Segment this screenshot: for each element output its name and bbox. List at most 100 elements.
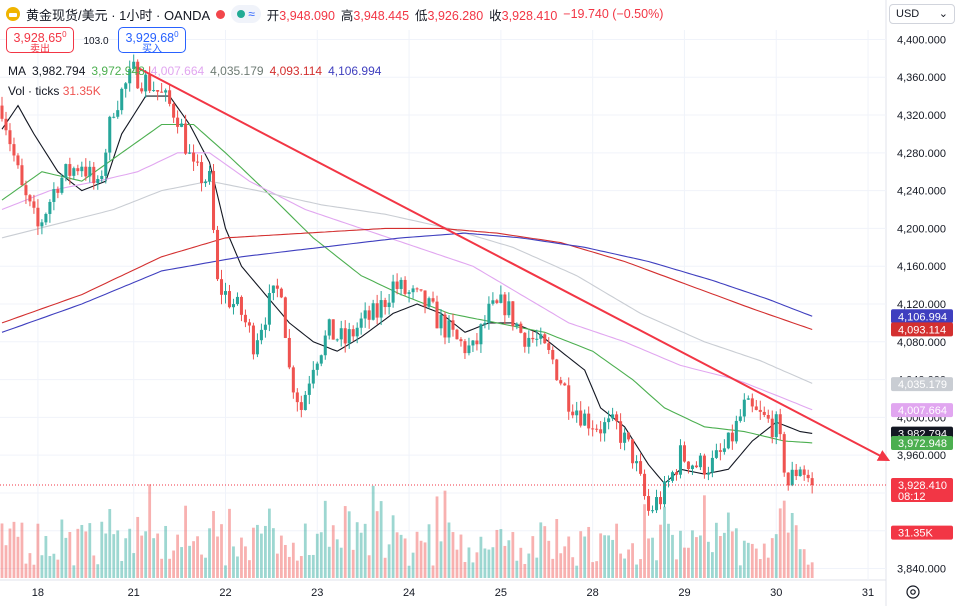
candle-body [56,189,60,193]
candle [643,469,647,500]
candle [267,284,271,332]
candle-body [287,337,291,368]
market-status-icon[interactable] [216,9,226,19]
candle-body [415,288,419,290]
indicator-toggle[interactable]: ≈ [231,5,261,23]
candle-body [303,394,307,410]
candle [447,315,451,344]
candle [251,322,255,360]
candle [515,322,519,330]
candle [639,453,643,476]
volume-bar [279,535,283,578]
candle-body [555,359,559,381]
candle-body [8,130,12,145]
volume-bar [659,524,662,578]
volume-bar [539,522,543,578]
volume-bar [403,538,407,578]
volume-bar [379,501,383,578]
candle [619,413,623,450]
candle [319,354,323,367]
price-axis-label-text: 3,972.948 [898,438,947,450]
volume-bar [56,559,60,578]
sell-price-sup: 0 [62,30,67,39]
low-label: 低 [415,8,428,23]
candle-body [639,461,643,474]
candle [56,186,60,199]
symbol-title[interactable]: 黄金现货/美元 · 1小时 · OANDA [26,7,211,23]
volume-bar [24,563,28,578]
candle-body [68,164,72,176]
buy-button[interactable]: 3,929.680 买入 [118,27,186,55]
candle-body [367,310,371,320]
candle-body [52,189,56,202]
buy-price-sup: 0 [174,30,179,39]
volume-bar [491,547,495,578]
price-axis [886,0,960,606]
volume-bar [762,543,766,578]
candle [152,81,156,92]
wave-icon: ≈ [248,7,255,21]
candle [519,321,523,334]
candle [595,424,599,433]
candle-body [694,465,698,468]
candle [690,464,694,476]
volume-bar [691,530,694,578]
candle-body [491,300,495,304]
volume-bar [750,543,754,578]
volume-bar [730,531,734,578]
candle-body [523,332,527,347]
candle [271,285,275,301]
settings-gear-icon[interactable] [905,584,921,600]
currency-select[interactable]: USD ⌄ [889,4,955,24]
candle [682,441,686,463]
candle-body [710,457,714,473]
volume-bar [726,512,730,578]
candle [204,179,208,187]
candle-body [495,300,499,303]
candle-body [471,340,475,346]
volume-bar [703,495,706,578]
candle-body [80,166,84,172]
ma-line-ma1 [1,95,813,485]
volume-bar [16,536,20,578]
sell-button[interactable]: 3,928.650 卖出 [6,27,74,55]
candle [475,333,479,351]
y-tick-label: 3,960.000 [897,450,946,462]
y-tick-label: 4,320.000 [897,110,946,122]
candle [20,158,24,186]
candle [579,401,583,428]
candle-body [196,161,200,163]
candle [32,194,36,214]
candle-body [567,385,571,412]
volume-bar [563,546,567,578]
ma-legend[interactable]: MA 3,982.794 3,972.948 4,007.664 4,035.1… [8,64,381,78]
volume-bar [543,526,547,578]
candle-body [651,510,655,512]
price-axis-label: 4,007.664 [891,403,953,418]
candle-body [503,294,507,316]
candle [479,323,483,353]
candle-body [299,402,303,410]
volume-bar [523,563,527,578]
volume-legend-label: Vol · ticks [8,84,60,98]
volume-bar [699,535,702,578]
candle-body [746,398,750,400]
ma-line-ma4 [1,180,813,384]
volume-bar [710,552,714,578]
volume-bar [718,536,722,578]
candle [615,411,619,430]
candle [148,66,152,94]
candle [4,111,8,136]
candle-body [172,103,176,118]
volume-bar [435,496,439,578]
volume-legend[interactable]: Vol · ticks 31.35K [8,84,101,98]
volume-bar [232,546,235,578]
candle-body [239,296,243,315]
volume-bar [299,556,303,578]
volume-bar [88,523,92,578]
candle-body [611,414,615,419]
candle-body [120,88,124,111]
candle-body [403,279,407,294]
volume-bar [407,565,411,578]
